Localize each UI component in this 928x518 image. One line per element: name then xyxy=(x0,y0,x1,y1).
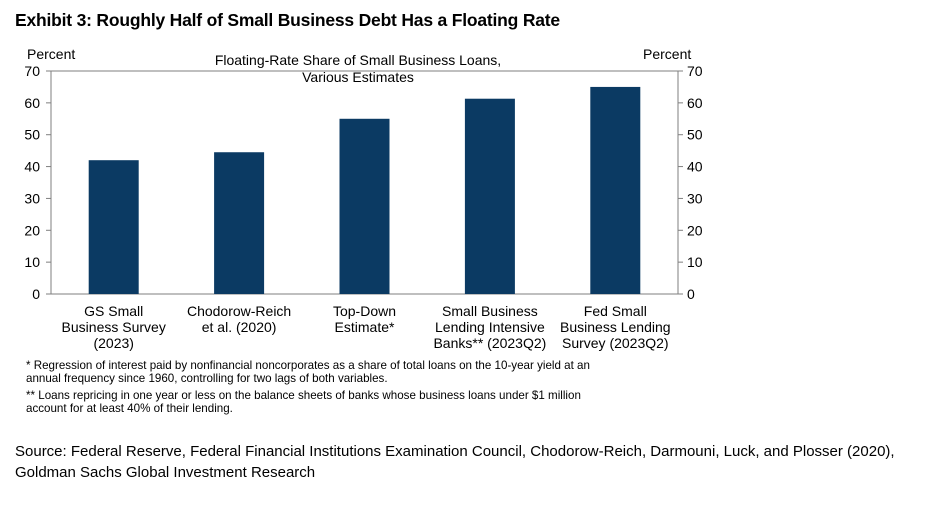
category-label: Top-Down xyxy=(333,303,396,319)
category-label: Fed Small xyxy=(584,303,647,319)
y-tick-label-left: 30 xyxy=(24,190,40,206)
category-label: GS Small xyxy=(84,303,143,319)
chart-title-line: Various Estimates xyxy=(302,69,414,85)
category-label: Business Lending xyxy=(560,319,671,335)
y-tick-label-left: 10 xyxy=(24,254,40,270)
category-label: Business Survey xyxy=(62,319,166,335)
y-tick-label-left: 40 xyxy=(24,159,40,175)
bar-4 xyxy=(464,98,515,294)
y-tick-label-right: 50 xyxy=(687,127,703,143)
category-label: Banks** (2023Q2) xyxy=(433,335,546,351)
footnote-2-line-1: ** Loans repricing in one year or less o… xyxy=(26,389,581,402)
footnote-1-line-1: * Regression of interest paid by nonfina… xyxy=(26,359,590,372)
source-note: Source: Federal Reserve, Federal Financi… xyxy=(15,441,895,483)
y-tick-label-right: 60 xyxy=(687,95,703,111)
y-tick-label-right: 30 xyxy=(687,190,703,206)
category-label: et al. (2020) xyxy=(202,319,277,335)
bar-3 xyxy=(339,118,390,295)
category-label: Lending Intensive xyxy=(435,319,545,335)
y-axis-label-right: Percent xyxy=(643,46,691,62)
category-label: Survey (2023Q2) xyxy=(562,335,669,351)
y-tick-label-right: 40 xyxy=(687,159,703,175)
footnote-2-line-2: account for at least 40% of their lendin… xyxy=(26,402,233,415)
bar-1 xyxy=(88,160,139,294)
y-tick-label-right: 10 xyxy=(687,254,703,270)
y-tick-label-left: 60 xyxy=(24,95,40,111)
source-line-1: Source: Federal Reserve, Federal Financi… xyxy=(15,443,895,460)
category-label: Estimate* xyxy=(335,319,395,335)
chart-title-line: Floating-Rate Share of Small Business Lo… xyxy=(215,52,501,68)
y-tick-label-left: 0 xyxy=(32,286,40,302)
category-label: Chodorow-Reich xyxy=(187,303,291,319)
y-tick-label-right: 20 xyxy=(687,222,703,238)
category-label: Small Business xyxy=(442,303,538,319)
source-line-2: Goldman Sachs Global Investment Research xyxy=(15,464,316,481)
y-axis-label-left: Percent xyxy=(27,46,75,62)
footnote-1-line-2: annual frequency since 1960, controlling… xyxy=(26,372,388,385)
y-tick-label-right: 0 xyxy=(687,286,695,302)
exhibit-title: Exhibit 3: Roughly Half of Small Busines… xyxy=(15,10,560,30)
y-tick-label-right: 70 xyxy=(687,63,703,79)
y-tick-label-left: 50 xyxy=(24,127,40,143)
y-tick-label-left: 70 xyxy=(24,63,40,79)
bar-2 xyxy=(214,152,265,294)
y-tick-label-left: 20 xyxy=(24,222,40,238)
bar-5 xyxy=(590,86,641,294)
category-label: (2023) xyxy=(93,335,133,351)
